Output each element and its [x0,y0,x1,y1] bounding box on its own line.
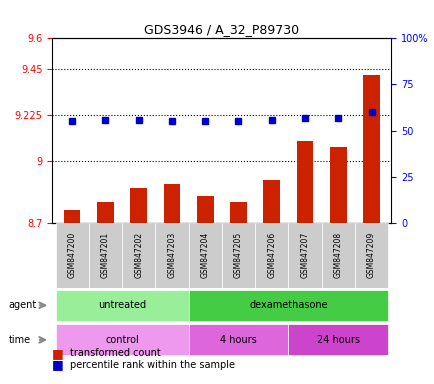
Text: control: control [105,335,138,345]
FancyBboxPatch shape [155,223,188,288]
FancyBboxPatch shape [221,223,254,288]
FancyBboxPatch shape [188,290,387,321]
Bar [197,196,213,223]
Bar [163,184,180,223]
FancyBboxPatch shape [188,223,221,288]
Title: GDS3946 / A_32_P89730: GDS3946 / A_32_P89730 [144,23,299,36]
FancyBboxPatch shape [321,223,354,288]
Text: GSM847208: GSM847208 [333,232,342,278]
Text: GSM847209: GSM847209 [366,232,375,278]
Text: GSM847207: GSM847207 [300,232,309,278]
Text: agent: agent [9,300,37,310]
FancyBboxPatch shape [254,223,288,288]
Text: ■: ■ [52,358,64,371]
Text: dexamethasone: dexamethasone [249,300,327,310]
Bar [230,202,246,223]
Bar [130,188,147,223]
Bar [97,202,113,223]
Text: GSM847200: GSM847200 [68,232,76,278]
Text: ■: ■ [52,347,64,360]
Text: percentile rank within the sample: percentile rank within the sample [69,360,234,370]
FancyBboxPatch shape [122,223,155,288]
Text: GSM847202: GSM847202 [134,232,143,278]
Bar [263,180,279,223]
Text: untreated: untreated [98,300,146,310]
FancyBboxPatch shape [89,223,122,288]
Text: transformed count: transformed count [69,348,160,358]
Bar [64,210,80,223]
Text: GSM847204: GSM847204 [200,232,209,278]
Text: GSM847201: GSM847201 [101,232,110,278]
FancyBboxPatch shape [188,324,288,356]
FancyBboxPatch shape [288,223,321,288]
FancyBboxPatch shape [56,290,188,321]
Text: GSM847203: GSM847203 [167,232,176,278]
Bar [362,75,379,223]
FancyBboxPatch shape [288,324,387,356]
FancyBboxPatch shape [56,324,188,356]
FancyBboxPatch shape [56,223,89,288]
Bar [296,141,312,223]
Text: time: time [9,335,31,345]
Text: GSM847206: GSM847206 [266,232,276,278]
Text: GSM847205: GSM847205 [233,232,243,278]
Bar [329,147,346,223]
FancyBboxPatch shape [354,223,387,288]
Text: 24 hours: 24 hours [316,335,359,345]
Text: 4 hours: 4 hours [220,335,256,345]
